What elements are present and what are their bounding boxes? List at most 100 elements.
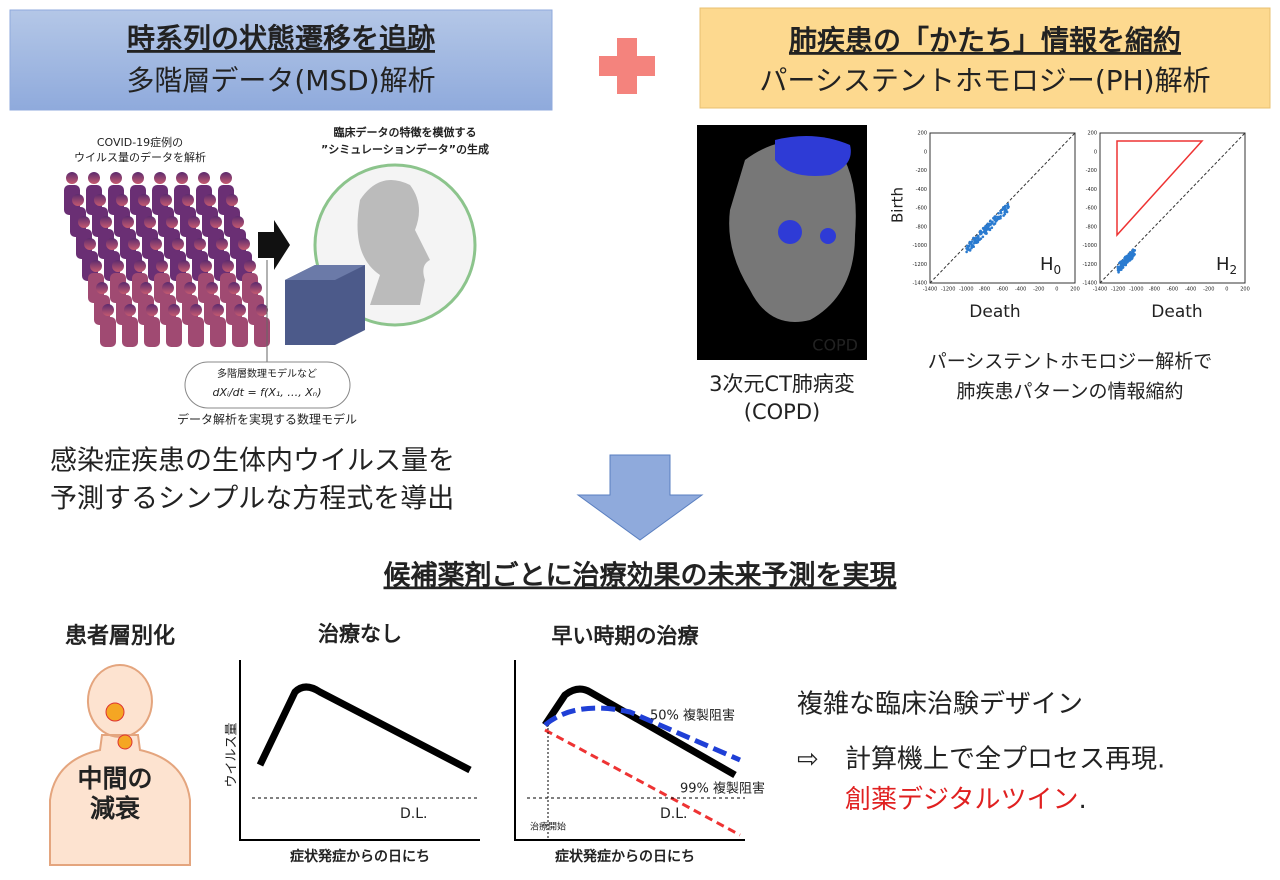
twin-line: 創薬デジタルツイン.: [845, 785, 1087, 815]
sim-caption: 臨床データの特徴を模倣する: [334, 125, 477, 139]
person: [232, 304, 248, 347]
y-tick-label: 200: [917, 131, 927, 137]
person-head: [206, 282, 218, 294]
y-tick-label: -1400: [912, 281, 927, 287]
person-head: [160, 194, 172, 206]
person-head: [140, 282, 152, 294]
birth-label: Birth: [889, 187, 907, 223]
y-tick-label: -800: [1086, 224, 1097, 230]
person-head: [138, 194, 150, 206]
h-sub: 2: [1230, 263, 1238, 277]
chart-title: 治療なし: [318, 622, 402, 646]
person-head: [154, 172, 166, 184]
body-label: 減衰: [90, 794, 141, 823]
ph-point: [981, 226, 985, 230]
body-silhouette: [49, 664, 191, 866]
twin-line: 複雑な臨床治験デザイン: [797, 690, 1083, 720]
right-subtitle: パーシステントホモロジー(PH)解析: [759, 64, 1210, 97]
person-head: [256, 304, 268, 316]
h-label: H2: [1216, 254, 1237, 277]
person-body: [166, 317, 182, 347]
person-body: [254, 317, 270, 347]
ct-label: COPD: [812, 336, 858, 355]
person-head: [110, 172, 122, 184]
twin-highlight: 創薬デジタルツイン: [845, 785, 1078, 815]
ph-point: [1125, 255, 1128, 258]
ph-caption: 肺疾患パターンの情報縮約: [956, 381, 1183, 403]
y-tick-label: -400: [1086, 187, 1097, 193]
person-head: [116, 194, 128, 206]
ph-point: [993, 218, 996, 221]
x-tick-label: 0: [1055, 287, 1058, 293]
y-tick-label: -200: [916, 168, 927, 174]
ph-point: [1129, 255, 1132, 259]
ph-caption: パーシステントホモロジー解析で: [928, 351, 1213, 373]
person-head: [134, 260, 146, 272]
left-title: 時系列の状態遷移を追跡: [127, 22, 435, 55]
ph-point: [982, 230, 986, 234]
right-title: 肺疾患の「かたち」情報を縮約: [789, 24, 1181, 57]
person: [144, 304, 160, 347]
ph-point: [1117, 270, 1120, 274]
ph-point: [1120, 268, 1123, 271]
ph-point: [1001, 206, 1005, 209]
person-head: [190, 304, 202, 316]
x-tick-label: 200: [1240, 287, 1250, 293]
ph-frame: [929, 132, 1076, 284]
person-head: [88, 172, 100, 184]
twin-line: 計算機上で全プロセス再現.: [845, 745, 1165, 775]
strat-title: 患者層別化: [65, 623, 175, 649]
h-sub: 0: [1054, 263, 1062, 277]
infection-icon: [117, 734, 133, 750]
person-head: [178, 260, 190, 272]
curve-99: [544, 728, 741, 837]
ph-point: [1003, 212, 1007, 216]
curve: [256, 683, 472, 774]
person-head: [200, 260, 212, 272]
person-head: [150, 238, 162, 250]
ph-point: [1126, 258, 1130, 262]
ph-point: [990, 226, 994, 230]
person-head: [182, 194, 194, 206]
person-head: [90, 260, 102, 272]
ph-point: [970, 244, 974, 248]
ph-point: [1004, 208, 1008, 211]
right-header-box: [699, 7, 1271, 109]
cube-top: [285, 265, 365, 280]
ph-point: [976, 234, 980, 238]
data-caption: ウイルス量のデータを解析: [74, 150, 206, 164]
x-tick-label: -1000: [959, 287, 974, 293]
persistence-diagrams: -1400 -1200 -1000 -800 -600 -400 -200 0 2002000-…: [912, 131, 1249, 293]
x-tick-label: -1000: [1129, 287, 1144, 293]
person-head: [222, 260, 234, 272]
ph-point: [996, 215, 1000, 219]
x-tick-label: -400: [1015, 287, 1026, 293]
person-head: [144, 216, 156, 228]
ph-point: [1133, 249, 1137, 252]
person-head: [194, 238, 206, 250]
x-tick-label: -800: [979, 287, 990, 293]
person-head: [162, 282, 174, 294]
x-tick-label: -200: [1203, 287, 1214, 293]
ph-point: [965, 250, 968, 254]
person-body: [100, 317, 116, 347]
down-arrow: [576, 454, 704, 541]
person-body: [122, 317, 138, 347]
person-head: [184, 282, 196, 294]
curve-50: [543, 705, 741, 763]
x-tick-label: -400: [1185, 287, 1196, 293]
ph-point: [986, 224, 989, 228]
start-label: 治療開始: [530, 821, 566, 833]
ph-point: [976, 237, 980, 240]
ph-point: [1124, 262, 1128, 266]
ph-point: [988, 222, 991, 226]
ph-point: [1116, 268, 1120, 272]
person-head: [128, 238, 140, 250]
sim-caption: ”シミュレーションデータ”の生成: [321, 142, 489, 156]
person-head: [168, 304, 180, 316]
person-head: [166, 216, 178, 228]
ph-point: [981, 235, 985, 239]
person-head: [176, 172, 188, 184]
ph-point: [1118, 265, 1121, 269]
